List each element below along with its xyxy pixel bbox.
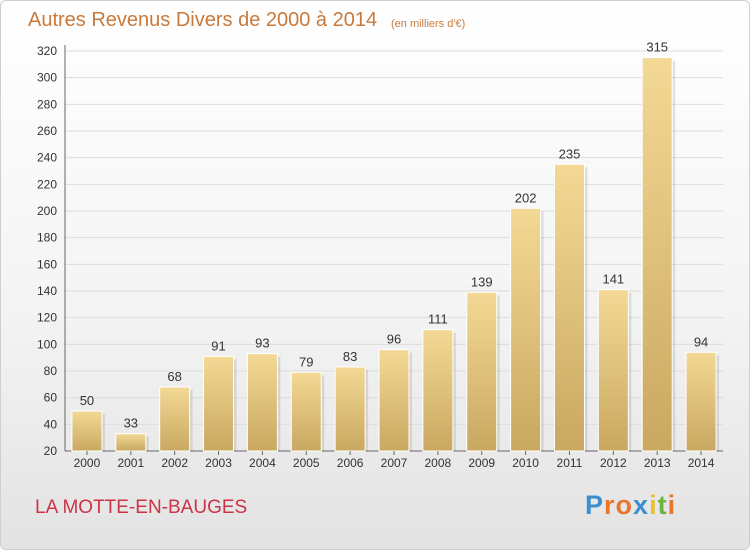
bar [466, 291, 498, 452]
data-label: 235 [559, 146, 581, 161]
location-label: LA MOTTE-EN-BAUGES [35, 497, 248, 518]
bar [597, 289, 629, 452]
logo-letter: P [585, 490, 605, 520]
logo-letter: r [604, 490, 616, 520]
bar [334, 366, 366, 452]
y-tick-label: 200 [37, 204, 57, 218]
y-tick-label: 180 [37, 231, 57, 245]
bar [115, 433, 147, 452]
y-tick-label: 20 [44, 444, 58, 458]
y-tick-label: 280 [37, 97, 57, 111]
logo-letter: i [649, 490, 658, 520]
bar [685, 351, 717, 452]
x-tick-label: 2011 [557, 456, 583, 470]
data-label: 315 [646, 40, 668, 55]
data-label: 96 [387, 332, 401, 347]
x-tick-label: 2009 [468, 456, 495, 470]
data-label: 94 [694, 334, 708, 349]
logo-letter: i [667, 490, 677, 520]
y-tick-label: 160 [37, 257, 57, 271]
data-label: 141 [602, 272, 624, 287]
data-label: 33 [124, 416, 138, 431]
data-label: 202 [515, 190, 537, 205]
y-tick-label: 120 [37, 311, 57, 325]
y-tick-label: 60 [44, 391, 58, 405]
x-tick-label: 2001 [117, 456, 144, 470]
bar [159, 386, 191, 452]
data-label: 68 [167, 369, 181, 384]
x-tick-label: 2013 [644, 456, 671, 470]
bar [510, 207, 542, 452]
y-tick-label: 240 [37, 151, 57, 165]
proxiti-logo: Proxiti [585, 490, 676, 521]
data-label: 139 [471, 274, 493, 289]
x-tick-label: 2010 [512, 456, 539, 470]
x-tick-label: 2005 [293, 456, 320, 470]
x-tick-label: 2002 [161, 456, 188, 470]
data-label: 111 [428, 312, 448, 327]
bar [203, 355, 235, 452]
x-tick-label: 2004 [249, 456, 276, 470]
y-tick-label: 300 [37, 71, 57, 85]
data-label: 79 [299, 354, 313, 369]
y-tick-label: 100 [37, 337, 57, 351]
logo-letter: o [615, 490, 634, 520]
y-tick-label: 220 [37, 177, 57, 191]
x-tick-label: 2003 [205, 456, 232, 470]
y-tick-label: 320 [37, 44, 57, 58]
x-tick-label: 2008 [425, 456, 452, 470]
chart-subtitle: (en milliers d'€) [391, 18, 466, 30]
bar [71, 410, 103, 452]
bar [553, 163, 585, 452]
y-tick-label: 80 [44, 364, 58, 378]
y-tick-label: 140 [37, 284, 57, 298]
x-tick-label: 2007 [381, 456, 408, 470]
data-label: 50 [80, 393, 94, 408]
bar [422, 329, 454, 452]
data-label: 83 [343, 349, 357, 364]
logo-letter: t [657, 490, 668, 520]
x-tick-label: 2012 [600, 456, 627, 470]
chart-title: Autres Revenus Divers de 2000 à 2014 [28, 9, 378, 31]
bar [290, 371, 322, 452]
bar [641, 57, 673, 452]
y-tick-label: 260 [37, 124, 57, 138]
data-label: 91 [211, 338, 225, 353]
bar [246, 353, 278, 452]
x-tick-label: 2014 [688, 456, 715, 470]
x-tick-label: 2000 [74, 456, 101, 470]
bar [378, 349, 410, 452]
y-tick-label: 40 [44, 417, 58, 431]
x-tick-label: 2006 [337, 456, 364, 470]
logo-letter: x [633, 490, 650, 520]
data-label: 93 [255, 336, 269, 351]
